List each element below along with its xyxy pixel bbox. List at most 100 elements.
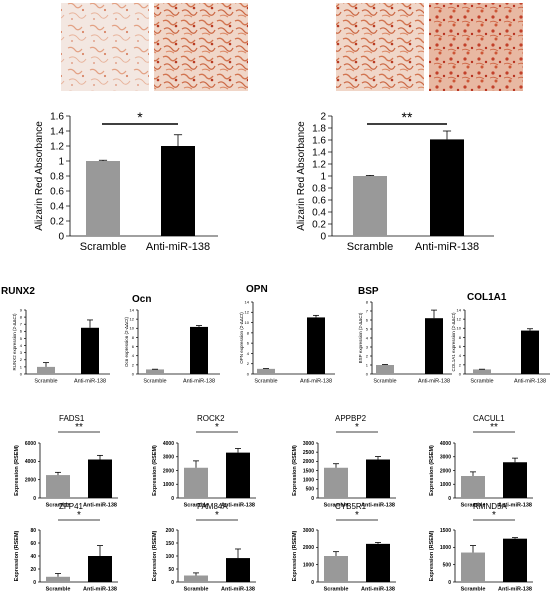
stain-image-anti-2 — [429, 3, 523, 91]
chart-title: ROCK2 — [197, 414, 225, 423]
x-tick-label: Anti-miR-138 — [361, 587, 395, 593]
y-tick-label: 0 — [132, 371, 135, 376]
y-tick-label: 6 — [247, 341, 250, 346]
y-tick-label: 6000 — [25, 441, 36, 447]
y-tick-label: 4 — [132, 353, 135, 358]
y-tick-label: 12 — [130, 317, 135, 322]
x-tick-label: Anti-miR-138 — [74, 379, 106, 385]
y-tick-label: 6 — [459, 344, 462, 349]
y-tick-label: 0.6 — [312, 196, 326, 207]
y-tick-label: 2 — [320, 112, 326, 123]
chart-title: CYB5R1 — [335, 502, 367, 511]
y-tick-label: 1.6 — [50, 112, 64, 123]
bar-scramble — [146, 369, 164, 374]
y-tick-label: 1.2 — [312, 160, 326, 171]
y-tick-label: 3000 — [303, 528, 314, 534]
significance-marker: * — [355, 510, 359, 521]
bar-anti-mir-138 — [425, 318, 443, 374]
x-tick-label: Anti-miR-138 — [221, 503, 255, 509]
y-tick-label: 1500 — [440, 528, 451, 534]
y-axis-label: OPN expression (2-ΔΔCt) — [239, 312, 244, 364]
y-axis-label: Expression (RSEM) — [429, 445, 435, 496]
bar-anti-mir-138 — [503, 538, 527, 582]
y-tick-label: 1 — [320, 172, 326, 183]
chart-title: FAM84A — [197, 502, 228, 511]
y-tick-label: 14 — [457, 307, 462, 312]
y-tick-label: 0.8 — [50, 172, 64, 183]
y-tick-label: 8 — [132, 335, 135, 340]
y-tick-label: 0 — [448, 496, 451, 502]
bar-scramble — [46, 576, 70, 582]
y-tick-label: 50 — [168, 567, 174, 573]
y-axis-label: Expression (RSEM) — [429, 530, 435, 581]
y-tick-label: 3000 — [163, 455, 174, 461]
x-tick-label: Scramble — [184, 587, 209, 593]
y-tick-label: 2 — [132, 362, 135, 367]
y-tick-label: 1.2 — [50, 142, 64, 153]
y-tick-label: 1 — [20, 364, 23, 369]
bar-anti-mir-138 — [190, 326, 208, 374]
y-tick-label: 14 — [130, 307, 135, 312]
significance-marker: * — [492, 510, 496, 521]
y-tick-label: 0 — [459, 371, 462, 376]
y-tick-label: 12 — [457, 317, 462, 322]
bar-anti-mir-138 — [88, 556, 112, 582]
y-tick-label: 500 — [306, 487, 315, 493]
y-tick-label: 20 — [30, 567, 36, 573]
y-axis-label: Expression (RSEM) — [292, 445, 298, 496]
bar-anti-mir-138 — [366, 543, 390, 582]
x-tick-label: Scramble — [324, 587, 349, 593]
significance-marker: * — [215, 422, 219, 433]
bar-anti-mir-138 — [503, 462, 527, 498]
y-tick-label: 5 — [20, 336, 23, 341]
chart-5: 0 1 2 3 4 5 6 7 8 BSP expression (2-ΔΔCt) Scramble… — [358, 286, 452, 385]
y-tick-label: 8 — [247, 330, 250, 335]
chart-title: BSP — [358, 286, 379, 297]
y-tick-label: 150 — [166, 541, 175, 547]
y-tick-label: 7 — [20, 322, 23, 327]
chart-4: 0 2 4 6 8 10 12 14 OPN expression (2-ΔΔCt) Scramb… — [239, 284, 335, 385]
y-tick-label: 2 — [366, 353, 369, 358]
x-tick-label: Anti-miR-138 — [146, 241, 210, 253]
bar-anti-mir-138 — [430, 139, 464, 236]
chart-title: CACUL1 — [473, 414, 505, 423]
y-tick-label: 0 — [171, 496, 174, 502]
stain-image-anti-1 — [154, 3, 248, 91]
y-tick-label: 1000 — [303, 477, 314, 483]
significance-marker: ** — [402, 109, 413, 125]
y-tick-label: 14 — [245, 299, 250, 304]
y-tick-label: 0.2 — [50, 217, 64, 228]
y-tick-label: 0.4 — [50, 202, 64, 213]
chart-0: 0 0.2 0.4 0.6 0.8 1 1.2 1.4 1.6 Alizarin Red Abso… — [34, 109, 218, 253]
y-tick-label: 2 — [247, 361, 250, 366]
y-tick-label: 6 — [132, 344, 135, 349]
significance-marker: * — [355, 422, 359, 433]
y-tick-label: 2000 — [303, 459, 314, 465]
x-tick-label: Anti-miR-138 — [300, 379, 332, 385]
bar-scramble — [473, 369, 491, 374]
significance-marker: ** — [75, 422, 83, 433]
x-tick-label: Anti-miR-138 — [514, 379, 546, 385]
chart-11: 0 20 40 60 80 Expression (RSEM) Scramble Anti-m… — [14, 502, 118, 593]
y-tick-label: 5 — [366, 326, 369, 331]
chart-9: 0 500 1000 1500 2000 2500 3000 Expression (RSEM… — [292, 414, 396, 509]
y-tick-label: 100 — [166, 554, 175, 560]
chart-1: 00.20.40.60.811.21.41.61.82 Alizarin Red … — [296, 109, 494, 253]
bar-anti-mir-138 — [307, 317, 325, 374]
y-tick-label: 40 — [30, 554, 36, 560]
y-tick-label: 1000 — [303, 562, 314, 568]
x-tick-label: Scramble — [46, 587, 71, 593]
y-tick-label: 8 — [459, 335, 462, 340]
bar-anti-mir-138 — [161, 146, 195, 236]
y-tick-label: 2000 — [440, 468, 451, 474]
y-tick-label: 0.2 — [312, 220, 326, 231]
y-tick-label: 9 — [20, 307, 23, 312]
bar-scramble — [353, 176, 387, 236]
x-tick-label: Scramble — [46, 503, 71, 509]
bar-scramble — [184, 467, 208, 498]
y-tick-label: 12 — [245, 310, 250, 315]
y-tick-label: 200 — [166, 528, 175, 534]
chart-title: ZFP41 — [59, 502, 84, 511]
significance-marker: ** — [490, 422, 498, 433]
y-tick-label: 2000 — [303, 545, 314, 551]
